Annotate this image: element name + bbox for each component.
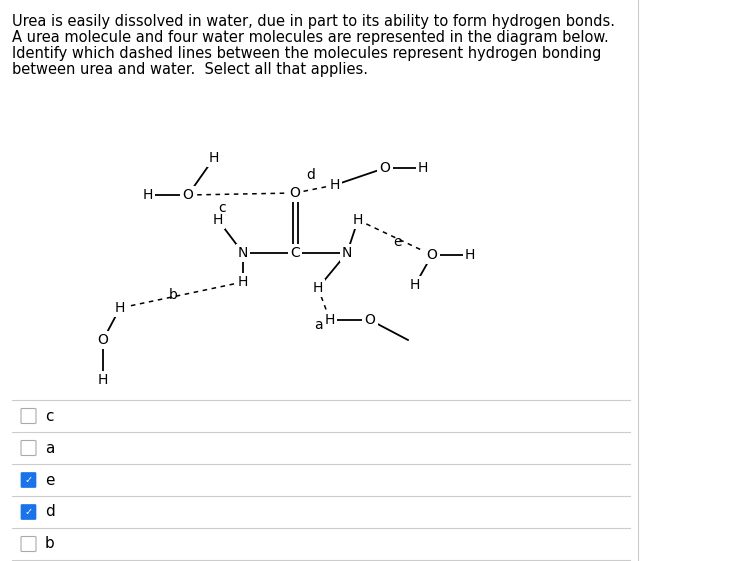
Text: H: H	[418, 161, 429, 175]
FancyBboxPatch shape	[21, 440, 36, 456]
Text: O: O	[365, 313, 376, 327]
Text: O: O	[289, 186, 301, 200]
Text: H: H	[465, 248, 475, 262]
Text: C: C	[290, 246, 300, 260]
Text: O: O	[426, 248, 437, 262]
Text: O: O	[97, 333, 109, 347]
Text: Identify which dashed lines between the molecules represent hydrogen bonding: Identify which dashed lines between the …	[12, 46, 601, 61]
Text: ✓: ✓	[25, 507, 33, 517]
Text: N: N	[238, 246, 248, 260]
Text: H: H	[330, 178, 340, 192]
Text: H: H	[143, 188, 153, 202]
Text: H: H	[353, 213, 363, 227]
Text: c: c	[45, 408, 54, 424]
FancyBboxPatch shape	[21, 408, 36, 424]
Text: H: H	[209, 151, 219, 165]
FancyBboxPatch shape	[21, 536, 36, 551]
Text: N: N	[341, 246, 352, 260]
FancyBboxPatch shape	[21, 472, 36, 488]
Text: d: d	[306, 168, 315, 182]
Text: ✓: ✓	[25, 475, 33, 485]
Text: H: H	[410, 278, 420, 292]
Text: O: O	[182, 188, 193, 202]
Text: H: H	[213, 213, 223, 227]
FancyBboxPatch shape	[21, 504, 36, 519]
Text: H: H	[238, 275, 248, 289]
Text: e: e	[394, 235, 403, 249]
Text: A urea molecule and four water molecules are represented in the diagram below.: A urea molecule and four water molecules…	[12, 30, 609, 45]
Text: b: b	[169, 288, 177, 302]
Text: O: O	[379, 161, 391, 175]
Text: d: d	[45, 504, 55, 519]
Text: e: e	[45, 472, 54, 488]
Text: Urea is easily dissolved in water, due in part to its ability to form hydrogen b: Urea is easily dissolved in water, due i…	[12, 14, 615, 29]
Text: between urea and water.  Select all that applies.: between urea and water. Select all that …	[12, 62, 368, 77]
Text: a: a	[45, 440, 54, 456]
Text: b: b	[45, 536, 55, 551]
Text: H: H	[115, 301, 125, 315]
Text: H: H	[97, 373, 108, 387]
Text: a: a	[314, 318, 322, 332]
Text: H: H	[325, 313, 336, 327]
Text: c: c	[218, 201, 225, 215]
Text: H: H	[312, 281, 323, 295]
